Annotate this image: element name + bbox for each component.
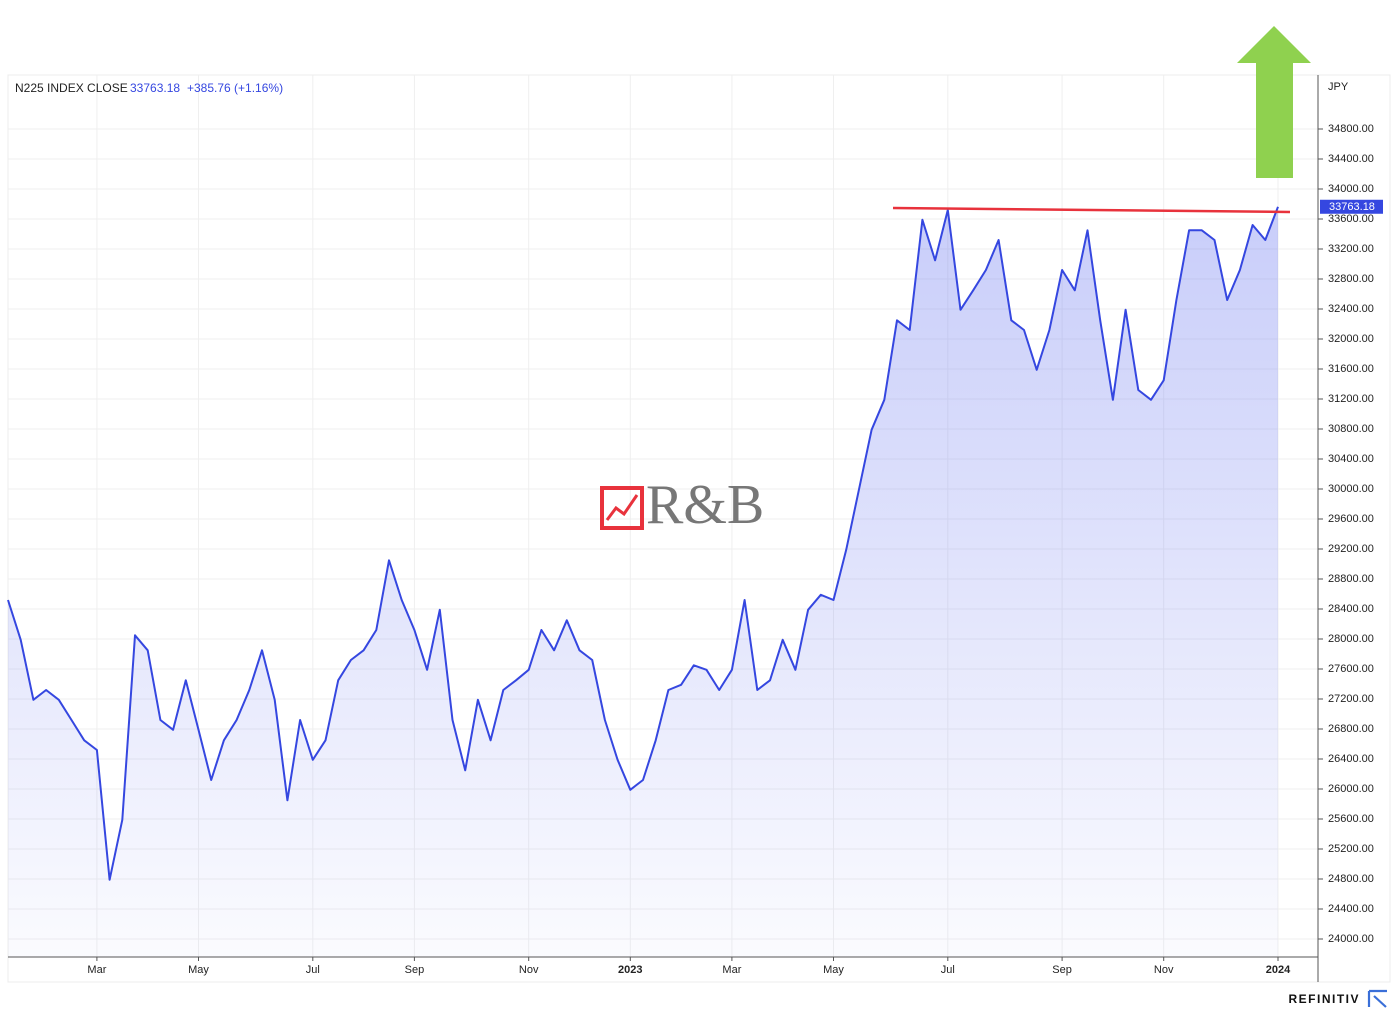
y-tick-label: 28400.00: [1328, 603, 1374, 615]
y-tick-label: 29200.00: [1328, 543, 1374, 555]
up-arrow: [1237, 26, 1311, 178]
y-tick-label: 30400.00: [1328, 453, 1374, 465]
change-value: +385.76 (+1.16%): [187, 81, 283, 95]
source: REFINITIV: [1288, 992, 1360, 1006]
x-tick-label: Sep: [405, 964, 425, 976]
y-tick-label: 30000.00: [1328, 483, 1374, 495]
y-tick-label: 31200.00: [1328, 393, 1374, 405]
y-tick-label: 32000.00: [1328, 333, 1374, 345]
y-tick-label: 34800.00: [1328, 123, 1374, 135]
y-tick-label: 27200.00: [1328, 693, 1374, 705]
y-tick-label: 30800.00: [1328, 423, 1374, 435]
x-tick-label: Nov: [1154, 964, 1174, 976]
last-value-label: 33763.18: [1329, 201, 1375, 213]
x-tick-label: Sep: [1052, 964, 1072, 976]
x-tick-label: Nov: [519, 964, 539, 976]
watermark-logo: [600, 486, 644, 530]
watermark: R&B: [646, 474, 764, 536]
y-tick-label: 33600.00: [1328, 213, 1374, 225]
x-tick-label: Mar: [722, 964, 741, 976]
plot: [7, 206, 1279, 958]
x-tick-label: Mar: [87, 964, 106, 976]
y-tick-label: 25600.00: [1328, 813, 1374, 825]
frame: [7, 74, 1391, 983]
y-tick-label: 26800.00: [1328, 723, 1374, 735]
y-tick-label: 27600.00: [1328, 663, 1374, 675]
x-tick-label: Jul: [941, 964, 955, 976]
y-tick-label: 34000.00: [1328, 183, 1374, 195]
y-tick-label: 29600.00: [1328, 513, 1374, 525]
x-tick-label: Jul: [306, 964, 320, 976]
y-tick-label: 24400.00: [1328, 903, 1374, 915]
y-tick-label: 25200.00: [1328, 843, 1374, 855]
line: [7, 206, 1279, 881]
area: [8, 206, 1278, 958]
y-axis-label: JPY: [1328, 81, 1349, 93]
y-tick-label: 24000.00: [1328, 933, 1374, 945]
y-tick-label: 28000.00: [1328, 633, 1374, 645]
last-value-box: [1320, 199, 1383, 214]
source-logo: [1367, 989, 1387, 1008]
last-value-tag: 33763.18: [1320, 199, 1383, 214]
x-tick-label: May: [823, 964, 844, 976]
y-tick-label: 32800.00: [1328, 273, 1374, 285]
close-value: 33763.18: [130, 81, 180, 95]
y-tick-label: 26400.00: [1328, 753, 1374, 765]
y-tick-label: 32400.00: [1328, 303, 1374, 315]
chart-title: N225 INDEX CLOSE: [15, 81, 128, 95]
y-tick-label: 34400.00: [1328, 153, 1374, 165]
y-tick-label: 28800.00: [1328, 573, 1374, 585]
y-tick-label: 33200.00: [1328, 243, 1374, 255]
x-tick-label: May: [188, 964, 209, 976]
y-tick-label: 31600.00: [1328, 363, 1374, 375]
x-tick-label: 2023: [618, 964, 642, 976]
x-tick-label: 2024: [1266, 964, 1291, 976]
resistance-line: [892, 206, 1291, 214]
y-tick-label: 24800.00: [1328, 873, 1374, 885]
y-tick-label: 26000.00: [1328, 783, 1374, 795]
